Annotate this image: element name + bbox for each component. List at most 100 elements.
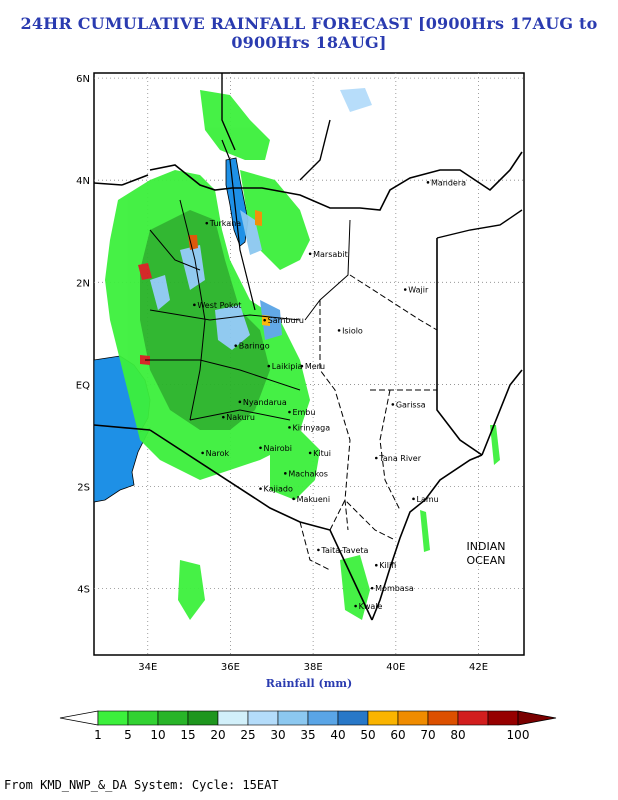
place-label: West Pokot: [197, 301, 241, 310]
colorbar-label: 50: [360, 728, 375, 742]
place-label: Meru: [305, 362, 325, 371]
place-marker: [300, 364, 304, 368]
place-label: Nyandarua: [243, 398, 287, 407]
colorbar-label: 100: [507, 728, 530, 742]
place-marker: [403, 288, 407, 291]
place-marker: [374, 456, 378, 460]
ocean-label-line2: OCEAN: [466, 554, 505, 567]
colorbar-swatch: [397, 710, 429, 726]
place-label: Marsabit: [313, 250, 348, 259]
place-label: Makueni: [297, 495, 330, 504]
place-label: Embu: [292, 408, 315, 417]
place-marker: [370, 586, 374, 590]
place-marker: [259, 487, 262, 490]
colorbar-swatch: [367, 710, 399, 726]
colorbar-label: 70: [420, 728, 435, 742]
colorbar-label: 80: [450, 728, 465, 742]
colorbar-swatch: [277, 710, 309, 726]
place-marker: [288, 426, 291, 429]
place-marker: [308, 451, 312, 455]
map-title: 24HR CUMULATIVE RAINFALL FORECAST [0900H…: [20, 14, 598, 52]
place-marker: [391, 403, 395, 406]
x-tick-label: 34E: [138, 662, 157, 673]
lake-turkana: [225, 157, 249, 247]
place-label: Machakos: [288, 469, 328, 478]
x-tick-label: 36E: [221, 662, 240, 673]
colorbar-swatch: [307, 710, 339, 726]
place-marker: [374, 563, 378, 567]
colorbar-label: 35: [300, 728, 315, 742]
place-marker: [267, 364, 271, 368]
colorbar-label: 1: [94, 728, 102, 742]
colorbar-label: 25: [240, 728, 255, 742]
place-label: Tana River: [378, 454, 421, 463]
place-marker: [337, 329, 341, 332]
place-label: Kitui: [313, 449, 331, 458]
place-label: Kajiado: [264, 485, 293, 494]
place-marker: [308, 252, 312, 256]
y-tick-label: 4N: [76, 176, 90, 187]
place-marker: [317, 548, 320, 552]
place-label: Mombasa: [375, 584, 414, 593]
footer-source: From KMD_NWP_&_DA System: Cycle: 15EAT: [4, 778, 279, 792]
colorbar-swatch: [187, 710, 219, 726]
rainfall-colorbar: 1 5 10 15 20 25 30 35 40 50 60 70 80 100: [59, 710, 557, 742]
rainfall-map: Mandera Turkana Marsabit Wajir West Pokot Sam…: [0, 60, 618, 700]
place-marker: [259, 446, 262, 450]
place-label: Lamu: [417, 495, 439, 504]
place-label: Mandera: [431, 178, 466, 187]
place-marker: [205, 221, 209, 225]
y-tick-label: 2N: [76, 278, 90, 289]
place-marker: [288, 410, 291, 414]
y-tick-label: 4S: [77, 585, 90, 596]
colorbar-title: Rainfall (mm): [265, 677, 353, 690]
kenya-borders: [93, 139, 523, 621]
place-label: Wajir: [408, 286, 429, 295]
colorbar-swatch: [337, 710, 369, 726]
colorbar-swatch: [487, 710, 519, 726]
place-label: Turkana: [209, 219, 241, 228]
colorbar-label: 30: [270, 728, 285, 742]
colorbar-high-arrow: [517, 710, 557, 726]
place-label: Samburu: [268, 316, 304, 325]
place-label: Kilifi: [379, 561, 396, 570]
colorbar-label: 10: [150, 728, 165, 742]
colorbar-swatch: [457, 710, 489, 726]
colorbar-low-arrow: [59, 710, 99, 726]
place-label: Laikipia: [272, 362, 303, 371]
place-labels: Mandera Turkana Marsabit Wajir West Pokot Sam…: [193, 178, 466, 611]
y-tick-label: 2S: [77, 483, 90, 494]
colorbar-label: 15: [180, 728, 195, 742]
colorbar-swatch: [247, 710, 279, 726]
axis-ticks: 34E 36E 38E 40E 42E 6N 4N 2N EQ 2S 4S: [76, 74, 488, 673]
place-label: Narok: [206, 449, 230, 458]
place-label: Nakuru: [226, 413, 255, 422]
colorbar-swatch: [217, 710, 249, 726]
x-tick-label: 38E: [304, 662, 323, 673]
ocean-label-line1: INDIAN: [467, 540, 506, 553]
place-marker: [263, 318, 266, 322]
x-tick-label: 40E: [386, 662, 405, 673]
colorbar-label: 60: [390, 728, 405, 742]
place-marker: [238, 400, 242, 404]
colorbar-swatch: [127, 710, 159, 726]
place-marker: [222, 415, 225, 419]
place-label: Baringo: [239, 342, 270, 351]
place-marker: [292, 497, 295, 501]
place-marker: [234, 344, 238, 347]
place-label: Kwale: [359, 602, 383, 611]
colorbar-swatch: [97, 710, 129, 726]
colorbar-label: 20: [210, 728, 225, 742]
colorbar-swatch: [157, 710, 189, 726]
place-marker: [354, 604, 357, 608]
y-tick-label: 6N: [76, 74, 90, 85]
map-canvas: Mandera Turkana Marsabit Wajir West Pokot Sam…: [76, 72, 525, 673]
colorbar-label: 40: [330, 728, 345, 742]
y-tick-label: EQ: [76, 380, 90, 391]
place-label: Kirinyaga: [292, 423, 330, 432]
place-marker: [412, 497, 415, 501]
place-label: Garissa: [396, 400, 426, 409]
place-label: Isiolo: [342, 326, 363, 335]
colorbar-label: 5: [124, 728, 132, 742]
place-marker: [426, 181, 430, 184]
